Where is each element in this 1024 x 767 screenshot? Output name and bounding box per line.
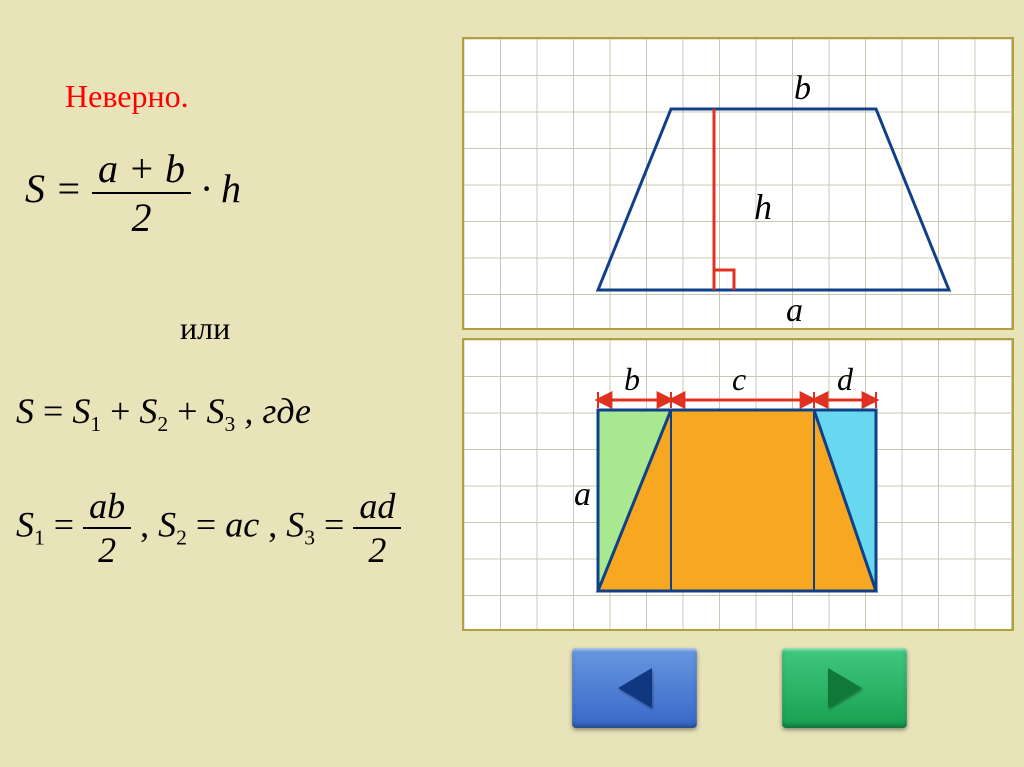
svg-text:h: h bbox=[754, 187, 772, 227]
next-button[interactable] bbox=[782, 648, 907, 728]
prev-button[interactable] bbox=[572, 648, 697, 728]
formula-parts: S1 = ab 2 , S2 = ac , S3 = ad 2 bbox=[16, 485, 401, 571]
svg-text:b: b bbox=[624, 361, 640, 397]
svg-text:a: a bbox=[786, 292, 803, 328]
svg-text:d: d bbox=[837, 361, 854, 397]
f1-tail: · h bbox=[201, 166, 241, 211]
prev-arrow-icon bbox=[610, 663, 660, 713]
f1-den: 2 bbox=[92, 194, 191, 241]
next-arrow-icon bbox=[820, 663, 870, 713]
diagram-trapezoid-height: b h a bbox=[462, 37, 1014, 330]
svg-text:a: a bbox=[574, 476, 591, 513]
formula-sum: S = S1 + S2 + S3 , где bbox=[16, 390, 311, 437]
diagram2-svg: b c d a bbox=[464, 340, 1012, 629]
f1-eq: = bbox=[55, 166, 92, 211]
f1-num: a + b bbox=[92, 145, 191, 194]
f1-frac: a + b 2 bbox=[92, 145, 191, 241]
formula-area: S = a + b 2 · h bbox=[25, 145, 241, 241]
or-label: или bbox=[180, 310, 230, 347]
svg-text:b: b bbox=[794, 70, 811, 107]
title-text: Неверно. bbox=[65, 78, 189, 115]
diagram-trapezoid-decomp: b c d a bbox=[462, 338, 1014, 631]
svg-text:c: c bbox=[732, 361, 746, 397]
f1-lhs: S bbox=[25, 166, 45, 211]
diagram1-svg: b h a bbox=[464, 39, 1012, 328]
